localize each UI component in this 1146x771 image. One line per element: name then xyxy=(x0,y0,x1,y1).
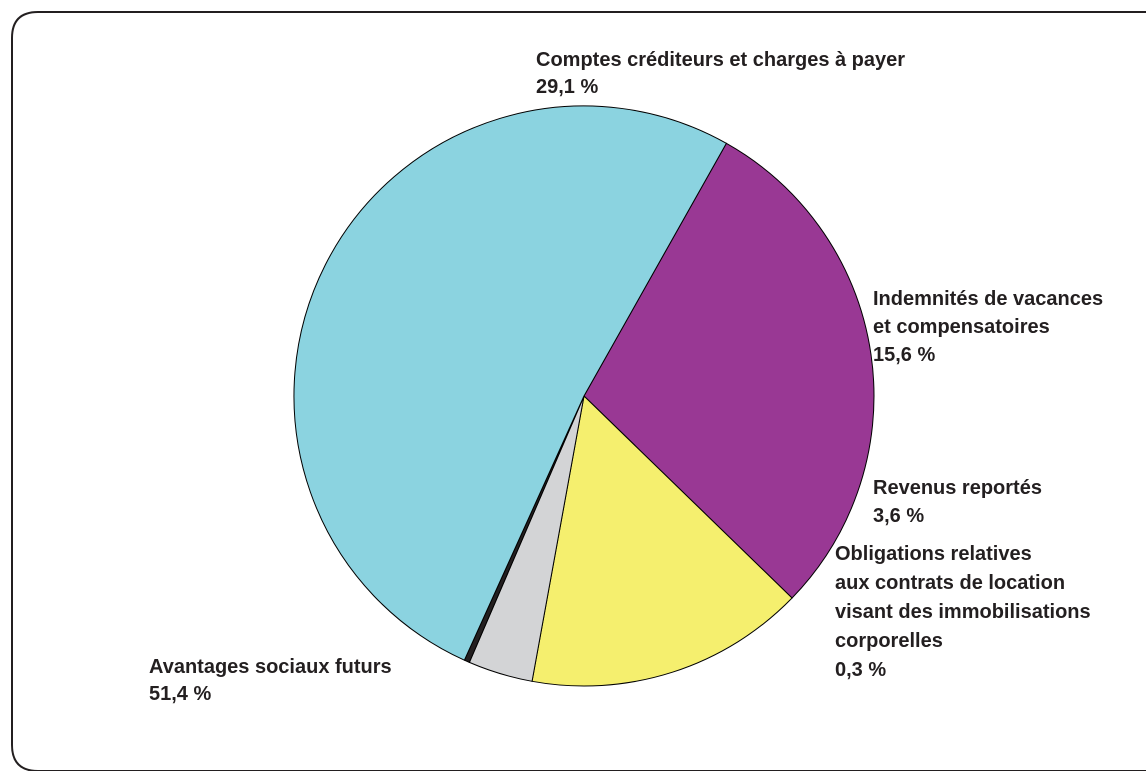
slice-label-4: Avantages sociaux futurs 51,4 % xyxy=(149,656,392,705)
slice-label-line: Indemnités de vacances xyxy=(873,288,1103,310)
slice-label-line: visant des immobilisations xyxy=(835,601,1091,623)
slice-label-line: et compensatoires xyxy=(873,316,1050,338)
slice-value-label: 0,3 % xyxy=(835,659,886,681)
chart-frame xyxy=(11,11,1146,771)
pie-slice-0 xyxy=(583,142,875,599)
slice-label-0: Comptes créditeurs et charges à payer 29,… xyxy=(536,49,905,98)
pie-slice-1 xyxy=(531,394,793,687)
slice-value-label: 51,4 % xyxy=(149,683,211,705)
pie-slice-4 xyxy=(293,105,728,661)
pie-labels: Comptes créditeurs et charges à payer 29,… xyxy=(149,49,1103,705)
slice-label-line: Comptes créditeurs et charges à payer xyxy=(536,49,905,71)
slice-value-label: 3,6 % xyxy=(873,505,924,527)
slice-label-2: Revenus reportés 3,6 % xyxy=(873,477,1042,527)
slice-label-line: corporelles xyxy=(835,630,943,652)
slice-label-1: Indemnités de vacances et compensatoires 1… xyxy=(873,288,1103,366)
slice-value-label: 29,1 % xyxy=(536,76,598,98)
slice-label-3: Obligations relatives aux contrats de loc… xyxy=(835,543,1091,681)
pie-slices xyxy=(293,105,875,687)
slice-label-line: aux contrats de location xyxy=(835,572,1065,594)
slice-label-line: Obligations relatives xyxy=(835,543,1032,565)
slice-label-line: Avantages sociaux futurs xyxy=(149,656,392,678)
slice-value-label: 15,6 % xyxy=(873,344,935,366)
slice-label-line: Revenus reportés xyxy=(873,477,1042,499)
